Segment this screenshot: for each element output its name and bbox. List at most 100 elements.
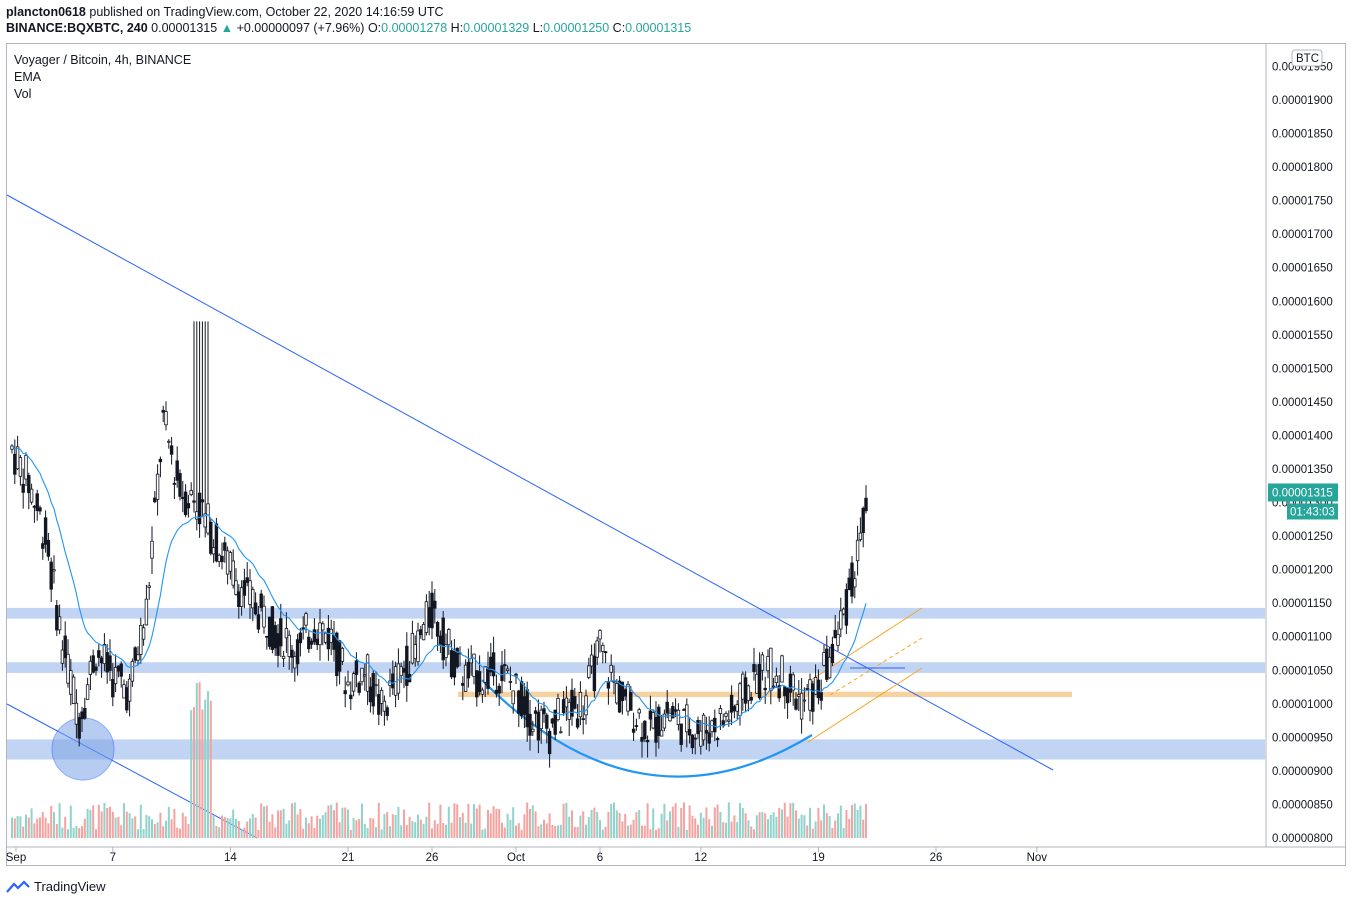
last-price-text: 0.00001315	[1272, 487, 1333, 499]
candle-body	[690, 734, 695, 749]
volume-bar	[545, 823, 548, 838]
candle-body	[603, 651, 608, 654]
volume-bar	[680, 807, 683, 838]
close-label: C:	[612, 21, 626, 35]
legend-title[interactable]: Voyager / Bitcoin, 4h, BINANCE	[14, 53, 192, 67]
candle-body	[463, 664, 468, 692]
volume-bar	[352, 817, 355, 838]
volume-bar	[627, 825, 629, 838]
candle-body	[531, 728, 535, 732]
volume-bar	[201, 709, 204, 838]
candle-body	[161, 409, 165, 413]
legend-ema[interactable]: EMA	[14, 70, 42, 84]
time-tick-label: 26	[930, 852, 943, 864]
volume-bar	[447, 806, 450, 838]
volume-bar	[809, 807, 811, 838]
candle-body	[508, 681, 513, 683]
volume-bar	[652, 808, 655, 838]
volume-bar	[845, 809, 848, 838]
volume-bar	[604, 826, 607, 838]
volume-bar	[573, 826, 576, 838]
candle-body	[483, 666, 487, 683]
candle-body	[760, 654, 765, 671]
candle-body	[396, 663, 401, 694]
volume-bar	[481, 829, 484, 838]
chart-frame[interactable]	[6, 43, 1346, 866]
volume-bar	[123, 803, 125, 838]
candle-body	[130, 661, 135, 682]
volume-bar	[450, 822, 453, 838]
volume-bar	[571, 810, 573, 838]
volume-bar	[271, 814, 274, 838]
volume-bar	[484, 828, 487, 838]
volume-bar	[593, 807, 596, 838]
volume-bar	[629, 824, 632, 838]
volume-bar	[548, 813, 551, 838]
volume-bar	[165, 820, 167, 838]
candle-body	[158, 458, 163, 463]
candles	[10, 321, 868, 768]
candle-body	[631, 728, 636, 733]
candle-body	[368, 686, 373, 703]
candle-body	[623, 689, 627, 697]
candle-body	[164, 411, 168, 426]
price-tick-label: 0.00001200	[1272, 565, 1333, 577]
volume-bar	[319, 818, 321, 838]
candle-body	[819, 692, 823, 701]
volume-bar	[394, 814, 397, 838]
volume-bar	[436, 823, 439, 838]
author-name[interactable]: plancton0618	[6, 5, 86, 19]
symbol-label: BINANCE:BQXBTC, 240	[6, 21, 148, 35]
candle-body	[421, 624, 426, 641]
tradingview-logo[interactable]: TradingView	[6, 879, 106, 894]
candle-body	[206, 503, 210, 534]
open-value: 0.00001278	[381, 21, 448, 35]
candle-body	[360, 667, 364, 683]
candle-body	[595, 640, 599, 658]
candle-body	[332, 635, 336, 650]
candle-body	[220, 555, 224, 563]
candle-body	[715, 738, 720, 741]
candle-body	[69, 670, 73, 695]
candle-body	[52, 569, 56, 572]
publish-text: published on TradingView.com, October 22…	[85, 5, 444, 19]
candle-body	[321, 623, 325, 631]
volume-bar	[279, 810, 282, 838]
candle-body	[55, 605, 59, 631]
volume-bar	[221, 815, 223, 838]
volume-bar	[53, 812, 55, 838]
volume-bar	[195, 683, 198, 838]
candle-body	[141, 627, 146, 640]
volume-bar	[669, 811, 671, 838]
price-tick-label: 0.00001050	[1272, 665, 1333, 677]
price-change: +0.00000097 (+7.96%)	[236, 21, 365, 35]
candle-body	[181, 496, 185, 499]
volume-bar	[557, 825, 559, 838]
candle-body	[113, 667, 118, 684]
candle-body	[214, 523, 219, 562]
time-tick-label: Sep	[6, 852, 26, 864]
volume-bar	[61, 827, 64, 838]
volume-bar	[470, 823, 473, 838]
time-tick-label: 14	[224, 852, 237, 864]
resistance-zone-1	[7, 607, 1265, 619]
candle-body	[136, 654, 140, 661]
volume-bar	[694, 818, 697, 838]
candle-body	[687, 729, 692, 736]
candle-body	[144, 598, 149, 626]
volume-bar	[755, 815, 758, 838]
volume-bar	[162, 826, 165, 838]
candle-body	[175, 460, 179, 481]
volume-bar	[778, 807, 781, 838]
legend-vol[interactable]: Vol	[14, 87, 32, 101]
volume-bar	[212, 815, 215, 838]
volume-bar	[811, 828, 814, 838]
currency-badge	[1291, 49, 1323, 67]
candle-body	[671, 706, 675, 719]
volume-bar	[761, 812, 764, 838]
candle-body	[536, 712, 541, 741]
volume-bars	[11, 682, 867, 838]
candle-body	[461, 682, 465, 686]
volume-bar	[293, 802, 296, 838]
